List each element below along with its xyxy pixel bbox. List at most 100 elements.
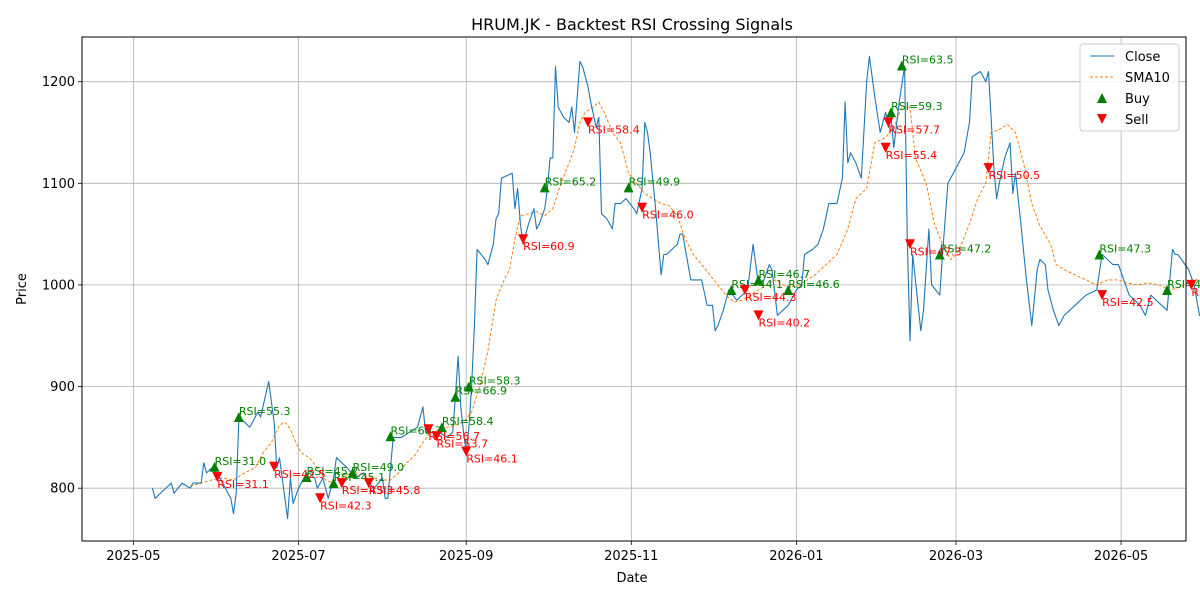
buy-rsi-label: RSI=58.4: [442, 415, 494, 428]
y-tick-label: 1100: [42, 177, 75, 192]
buy-rsi-label: RSI=65.2: [545, 175, 597, 188]
close-series: [151, 55, 1200, 520]
sell-rsi-label: RSI=53.7: [437, 437, 489, 450]
x-axis-ticks: 2025-05 2025-07 2025-09 2025-11 2026-01 2026-…: [106, 541, 1148, 564]
sell-rsi-label: RSI=40.2: [759, 316, 811, 329]
buy-rsi-label: RSI=59.3: [891, 100, 943, 113]
x-tick-label: 2025-09: [439, 549, 493, 564]
sell-rsi-label: RSI=55.4: [886, 149, 938, 162]
y-tick-label: 1000: [42, 278, 75, 293]
sell-marker: [315, 493, 326, 504]
sell-marker: [880, 142, 891, 153]
sell-rsi-label: RSI=60.9: [523, 240, 575, 253]
buy-marker: [753, 274, 764, 285]
sell-rsi-label: RSI=44.3: [745, 291, 797, 304]
buy-rsi-label: RSI=46.7: [759, 268, 811, 281]
sell-marker: [431, 431, 442, 442]
buy-marker: [436, 422, 447, 433]
y-tick-label: 800: [50, 482, 75, 497]
sell-rsi-label: RSI=42.5: [274, 468, 326, 481]
buy-marker: [463, 381, 474, 392]
sell-rsi-label: RSI=42.5: [1102, 296, 1154, 309]
buy-rsi-label: RSI=47.3: [1099, 243, 1151, 256]
buy-rsi-label: RSI=46.6: [788, 278, 840, 291]
buy-marker: [539, 182, 550, 193]
buy-rsi-label: RSI=55.3: [239, 405, 291, 418]
sell-marker: [269, 461, 280, 472]
x-tick-label: 2026-01: [769, 549, 823, 564]
x-axis-title: Date: [616, 571, 647, 586]
buy-marker: [385, 431, 396, 442]
buy-marker: [934, 249, 945, 260]
buy-marker: [328, 478, 339, 489]
buy-marker: [347, 467, 358, 478]
sma10-series: [190, 101, 1200, 487]
x-tick-label: 2026-03: [929, 549, 983, 564]
sell-marker: [883, 117, 894, 128]
sell-rsi-label: RSI=56.7: [428, 430, 480, 443]
legend-buy-label: Buy: [1125, 92, 1150, 107]
legend-sell-marker: [1097, 114, 1107, 124]
y-tick-label: 1200: [42, 75, 75, 90]
buy-marker: [1162, 285, 1173, 295]
legend: Close SMA10 Buy Sell: [1079, 43, 1180, 132]
sell-marker: [1186, 279, 1197, 290]
sell-rsi-label: RSI=45.8: [369, 484, 421, 497]
sell-rsi-label: RSI=57.7: [888, 123, 940, 136]
sell-rsi-label: RSI=50.5: [989, 169, 1041, 182]
x-tick-label: 2025-07: [271, 549, 325, 564]
legend-sma-label: SMA10: [1125, 71, 1170, 86]
legend-close-label: Close: [1125, 50, 1160, 65]
buy-marker: [726, 285, 737, 295]
buy-marker: [209, 461, 220, 472]
buy-marker: [301, 472, 312, 482]
legend-sell-label: Sell: [1125, 113, 1148, 128]
buy-marker: [623, 182, 634, 193]
sell-marker: [983, 163, 994, 174]
buy-rsi-label: RSI=31.0: [215, 455, 267, 468]
sell-rsi-label: RSI=47.3: [910, 245, 962, 258]
sell-rsi-label: RSI=46.0: [642, 209, 694, 222]
x-tick-label: 2025-11: [604, 549, 658, 564]
y-axis-title: Price: [15, 273, 30, 305]
sma10-line: [190, 101, 1200, 487]
signal-markers: RSI=31.0RSI=55.3RSI=45.2RSI=45.1RSI=49.0…: [209, 54, 1200, 512]
legend-buy-marker: [1097, 93, 1107, 103]
plot-frame: [81, 36, 1187, 542]
grid: [82, 37, 1186, 541]
sell-marker: [461, 446, 472, 457]
buy-marker: [896, 60, 907, 71]
buy-rsi-label: RSI=45.2: [307, 465, 359, 478]
sell-marker: [212, 472, 223, 482]
close-price-line: [151, 55, 1200, 520]
sell-marker: [753, 310, 764, 321]
sell-marker: [363, 478, 374, 489]
sell-rsi-label: RSI=46.1: [466, 453, 518, 466]
sell-marker: [637, 202, 648, 213]
buy-marker: [233, 412, 244, 422]
y-tick-label: 900: [50, 380, 75, 395]
legend-box: [1079, 43, 1180, 132]
sell-marker: [518, 234, 529, 245]
sell-marker: [1097, 290, 1108, 301]
buy-marker: [886, 107, 897, 118]
buy-marker: [1094, 249, 1105, 260]
buy-rsi-label: RSI=63.5: [902, 54, 954, 67]
buy-rsi-label: RSI=47.2: [940, 243, 992, 256]
sell-marker: [423, 424, 434, 435]
buy-marker: [783, 285, 794, 295]
buy-marker: [450, 391, 461, 402]
x-tick-label: 2026-05: [1094, 549, 1148, 564]
chart-title: HRUM.JK - Backtest RSI Crossing Signals: [471, 15, 793, 34]
y-axis-ticks: 800 900 1000 1100 1200: [42, 75, 82, 497]
sell-rsi-label: RSI=31.1: [217, 478, 269, 491]
x-tick-label: 2025-05: [106, 549, 160, 564]
sell-rsi-label: RSI=42.3: [320, 499, 372, 512]
buy-rsi-label: RSI=58.3: [469, 375, 521, 388]
buy-rsi-label: RSI=49.9: [629, 175, 681, 188]
sell-marker: [336, 478, 347, 489]
sell-marker: [905, 239, 915, 250]
sell-rsi-label: RSI=43.3: [342, 484, 394, 497]
